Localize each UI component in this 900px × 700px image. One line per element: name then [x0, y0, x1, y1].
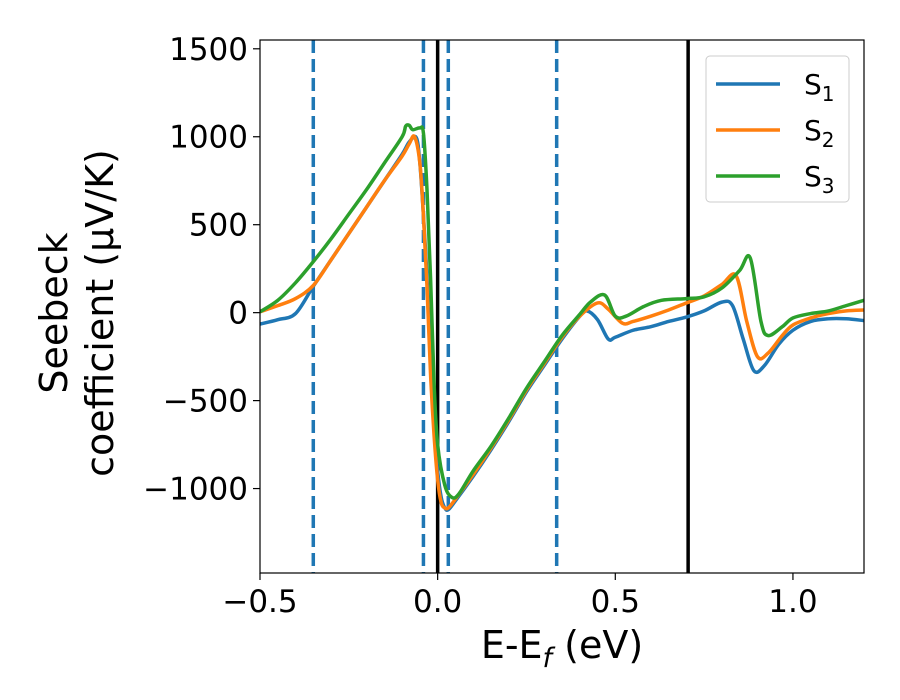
y-tick-label-5: 1500 [169, 32, 248, 68]
y-axis-label-line1: Seebeck [32, 232, 76, 393]
y-tick-label-2: 0 [228, 296, 248, 332]
legend-label-1: S1 [804, 68, 835, 106]
y-axis-label-line2: coefficient (μV/K) [78, 149, 122, 477]
y-tick-label-3: 500 [189, 208, 248, 244]
x-tick-label-2: 0.5 [591, 584, 640, 620]
series-lines [260, 123, 864, 512]
y-tick-label-1: −500 [163, 384, 248, 420]
y-tick-label-4: 1000 [169, 120, 248, 156]
series-line-3 [260, 123, 864, 500]
y-tick-label-0: −1000 [143, 472, 248, 508]
legend: S1 S2 S3 [705, 55, 850, 203]
x-axis-label: E-Ef (eV) [481, 623, 643, 674]
x-axis-ticks: −0.5 0.0 0.5 1.0 [222, 573, 818, 620]
x-tick-label-3: 1.0 [768, 584, 817, 620]
y-axis-ticks: −1000 −500 0 500 1000 1500 [143, 32, 260, 508]
x-tick-label-1: 0.0 [413, 584, 462, 620]
legend-label-2: S2 [804, 114, 835, 152]
plot-frame [259, 39, 865, 574]
x-tick-label-0: −0.5 [222, 584, 297, 620]
legend-label-3: S3 [804, 160, 835, 198]
